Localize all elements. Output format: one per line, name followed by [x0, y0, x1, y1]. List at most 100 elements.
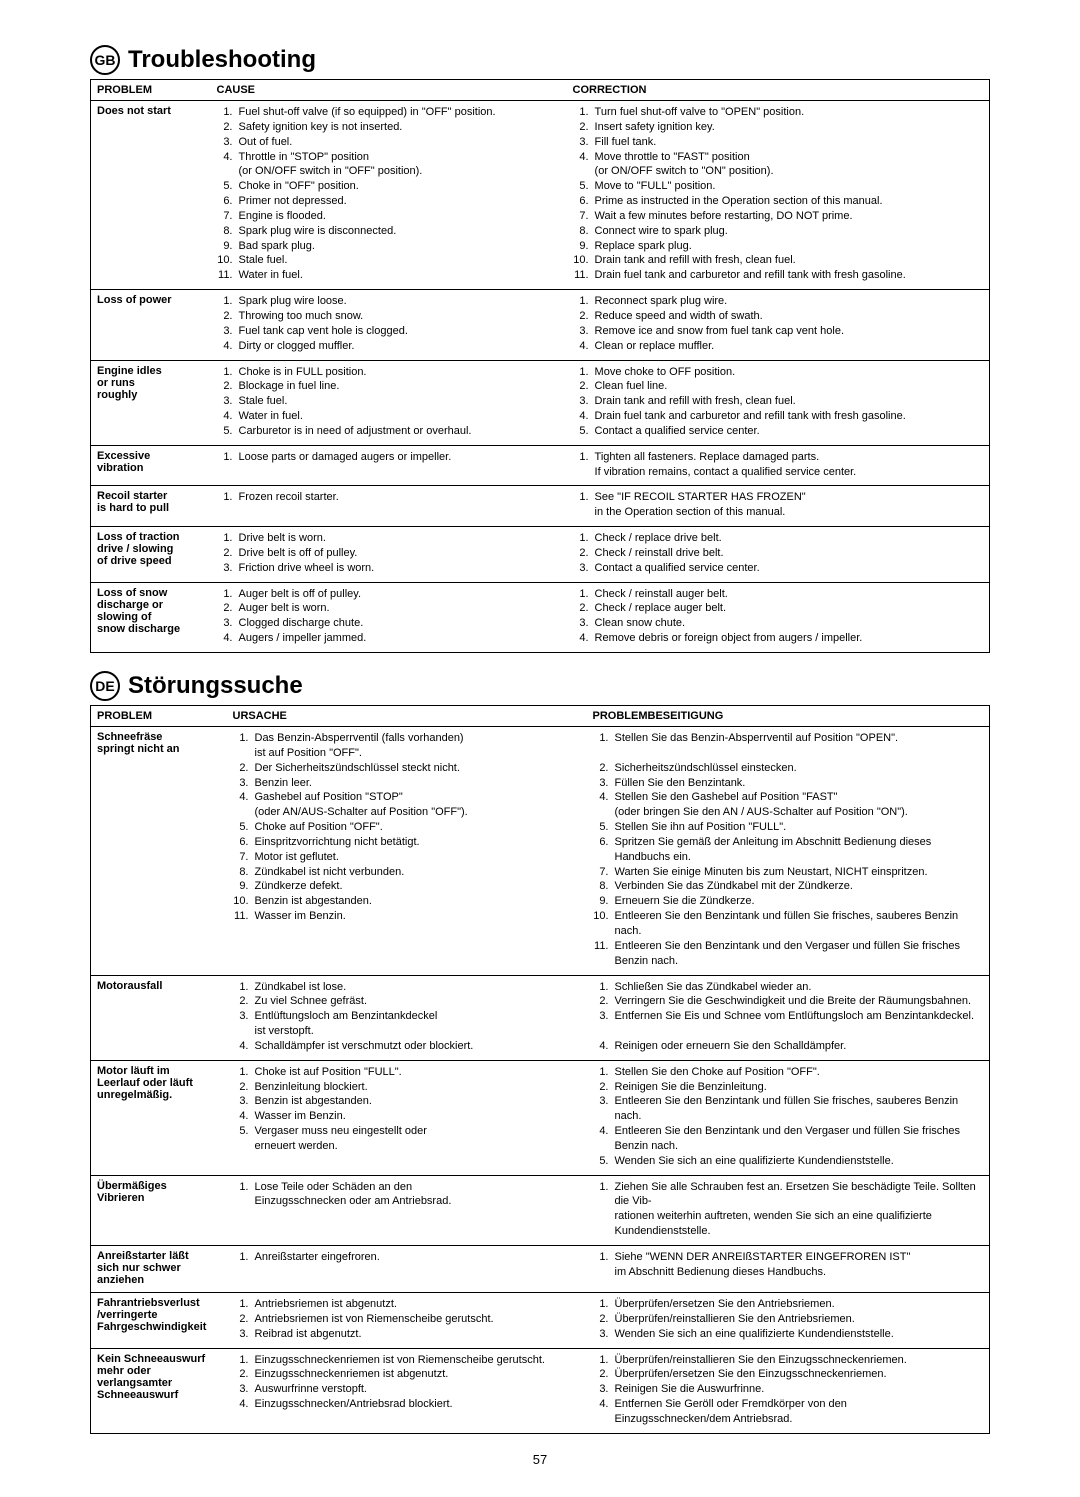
list-item: 3.Contact a qualified service center. — [573, 561, 983, 576]
correction-cell: 1.Move choke to OFF position.2.Clean fue… — [567, 360, 990, 445]
list-item-cont: (or ON/OFF switch in "OFF" position). — [217, 164, 561, 179]
cause-cell: 1.Das Benzin-Absperrventil (falls vorhan… — [227, 727, 587, 976]
list-item: 3.Entfernen Sie Eis und Schnee vom Entlü… — [593, 1009, 984, 1024]
table-row: Kein Schneeauswurfmehr oderverlangsamter… — [91, 1348, 990, 1433]
list-item: 2.Verringern Sie die Geschwindigkeit und… — [593, 994, 984, 1009]
list-item: 5.Carburetor is in need of adjustment or… — [217, 424, 561, 439]
list-item: 4.Gashebel auf Position "STOP" — [233, 790, 581, 805]
cause-cell: 1.Anreißstarter eingefroren. — [227, 1246, 587, 1293]
list-item: 4.Schalldämpfer ist verschmutzt oder blo… — [233, 1039, 581, 1054]
list-item: 2.Blockage in fuel line. — [217, 379, 561, 394]
list-item: 3.Out of fuel. — [217, 135, 561, 150]
list-item: 7.Wait a few minutes before restarting, … — [573, 209, 983, 224]
list-item: 5.Choke in "OFF" position. — [217, 179, 561, 194]
list-item: 2.Der Sicherheitszündschlüssel steckt ni… — [233, 761, 581, 776]
list-item: 3.Remove ice and snow from fuel tank cap… — [573, 324, 983, 339]
correction-cell: 1.Tighten all fasteners. Replace damaged… — [567, 445, 990, 486]
list-item: 1.Tighten all fasteners. Replace damaged… — [573, 450, 983, 465]
list-item: 3.Friction drive wheel is worn. — [217, 561, 561, 576]
table-row: Schneefräsespringt nicht an1.Das Benzin-… — [91, 727, 990, 976]
list-item-cont: erneuert werden. — [233, 1139, 581, 1154]
list-item-cont: If vibration remains, contact a qualifie… — [573, 465, 983, 480]
list-item: 3.Wenden Sie sich an eine qualifizierte … — [593, 1327, 984, 1342]
correction-cell: 1.Turn fuel shut-off valve to "OPEN" pos… — [567, 101, 990, 290]
problem-cell: Loss of power — [91, 290, 211, 360]
list-item: 10.Stale fuel. — [217, 253, 561, 268]
cause-cell: 1.Choke is in FULL position.2.Blockage i… — [211, 360, 567, 445]
list-item: 2.Überprüfen/reinstallieren Sie den Antr… — [593, 1312, 984, 1327]
list-item-cont: (oder AN/AUS-Schalter auf Position "OFF"… — [233, 805, 581, 820]
list-item: 11.Wasser im Benzin. — [233, 909, 581, 924]
cause-cell: 1.Zündkabel ist lose.2.Zu viel Schnee ge… — [227, 975, 587, 1060]
problem-cell: Excessivevibration — [91, 445, 211, 486]
list-item: 2.Einzugsschneckenriemen ist abgenutzt. — [233, 1367, 581, 1382]
list-item: 10.Drain tank and refill with fresh, cle… — [573, 253, 983, 268]
cause-cell: 1.Drive belt is worn.2.Drive belt is off… — [211, 527, 567, 583]
gb-badge: GB — [90, 45, 120, 75]
list-item: 8.Zündkabel ist nicht verbunden. — [233, 865, 581, 880]
list-item: 5.Choke auf Position "OFF". — [233, 820, 581, 835]
list-item: 3.Benzin ist abgestanden. — [233, 1094, 581, 1109]
list-item: 4.Wasser im Benzin. — [233, 1109, 581, 1124]
cause-cell: 1.Lose Teile oder Schäden an den Einzugs… — [227, 1175, 587, 1245]
list-item-cont: rationen weiterhin auftreten, wenden Sie… — [593, 1209, 984, 1239]
gb-th-cause: CAUSE — [211, 80, 567, 101]
gb-header: GB Troubleshooting — [90, 45, 990, 75]
list-item: 2.Insert safety ignition key. — [573, 120, 983, 135]
table-row: Engine idlesor runsroughly1.Choke is in … — [91, 360, 990, 445]
list-item: 11.Water in fuel. — [217, 268, 561, 283]
list-item: 1.Move choke to OFF position. — [573, 365, 983, 380]
list-item-cont: (oder bringen Sie den AN / AUS-Schalter … — [593, 805, 984, 820]
list-item-cont: Einzugsschnecken oder am Antriebsrad. — [233, 1194, 581, 1209]
table-row: Fahrantriebsverlust/verringerteFahrgesch… — [91, 1293, 990, 1349]
cause-cell: 1.Fuel shut-off valve (if so equipped) i… — [211, 101, 567, 290]
gb-title: Troubleshooting — [128, 46, 316, 74]
list-item: 3.Auswurfrinne verstopft. — [233, 1382, 581, 1397]
list-item: 1.Frozen recoil starter. — [217, 490, 561, 505]
list-item: 1.Spark plug wire loose. — [217, 294, 561, 309]
list-item: 4.Drain fuel tank and carburetor and ref… — [573, 409, 983, 424]
list-item: 1.Drive belt is worn. — [217, 531, 561, 546]
list-item: 4.Augers / impeller jammed. — [217, 631, 561, 646]
list-item: 3.Entleeren Sie den Benzintank und fülle… — [593, 1094, 984, 1124]
cause-cell: 1.Frozen recoil starter. — [211, 486, 567, 527]
correction-cell: 1.See "IF RECOIL STARTER HAS FROZEN" in … — [567, 486, 990, 527]
problem-cell: Motor läuft imLeerlauf oder läuftunregel… — [91, 1060, 227, 1175]
de-badge: DE — [90, 671, 120, 701]
problem-cell: Fahrantriebsverlust/verringerteFahrgesch… — [91, 1293, 227, 1349]
list-item: 2.Throwing too much snow. — [217, 309, 561, 324]
list-item: 8.Connect wire to spark plug. — [573, 224, 983, 239]
de-header-row: PROBLEM URSACHE PROBLEMBESEITIGUNG — [91, 706, 990, 727]
list-item: 5.Move to "FULL" position. — [573, 179, 983, 194]
list-item: 1.Check / replace drive belt. — [573, 531, 983, 546]
list-item: 3.Fill fuel tank. — [573, 135, 983, 150]
list-item: 1.Auger belt is off of pulley. — [217, 587, 561, 602]
list-item: 7.Motor ist geflutet. — [233, 850, 581, 865]
correction-cell: 1.Siehe "WENN DER ANREIßSTARTER EINGEFRO… — [587, 1246, 990, 1293]
de-header: DE Störungssuche — [90, 671, 990, 701]
list-item: 2.Benzinleitung blockiert. — [233, 1080, 581, 1095]
list-item: 3.Fuel tank cap vent hole is clogged. — [217, 324, 561, 339]
list-item-cont — [593, 746, 984, 761]
list-item: 3.Clogged discharge chute. — [217, 616, 561, 631]
list-item: 1.Überprüfen/ersetzen Sie den Antriebsri… — [593, 1297, 984, 1312]
list-item: 4.Throttle in "STOP" position — [217, 150, 561, 165]
de-title: Störungssuche — [128, 672, 303, 700]
list-item: 2.Check / reinstall drive belt. — [573, 546, 983, 561]
table-row: Excessivevibration1.Loose parts or damag… — [91, 445, 990, 486]
de-table: PROBLEM URSACHE PROBLEMBESEITIGUNG Schne… — [90, 705, 990, 1434]
table-row: Loss of tractiondrive / slowingof drive … — [91, 527, 990, 583]
list-item: 3.Füllen Sie den Benzintank. — [593, 776, 984, 791]
list-item: 5.Wenden Sie sich an eine qualifizierte … — [593, 1154, 984, 1169]
problem-cell: Loss of snowdischarge orslowing ofsnow d… — [91, 582, 211, 652]
list-item: 4.Entleeren Sie den Benzintank und den V… — [593, 1124, 984, 1154]
correction-cell: 1.Ziehen Sie alle Schrauben fest an. Ers… — [587, 1175, 990, 1245]
correction-cell: 1.Stellen Sie das Benzin-Absperrventil a… — [587, 727, 990, 976]
table-row: Recoil starteris hard to pull1.Frozen re… — [91, 486, 990, 527]
list-item: 6.Prime as instructed in the Operation s… — [573, 194, 983, 209]
cause-cell: 1.Antriebsriemen ist abgenutzt.2.Antrieb… — [227, 1293, 587, 1349]
list-item: 1.Choke is in FULL position. — [217, 365, 561, 380]
list-item: 1.Choke ist auf Position "FULL". — [233, 1065, 581, 1080]
list-item: 3.Benzin leer. — [233, 776, 581, 791]
list-item: 2.Reinigen Sie die Benzinleitung. — [593, 1080, 984, 1095]
